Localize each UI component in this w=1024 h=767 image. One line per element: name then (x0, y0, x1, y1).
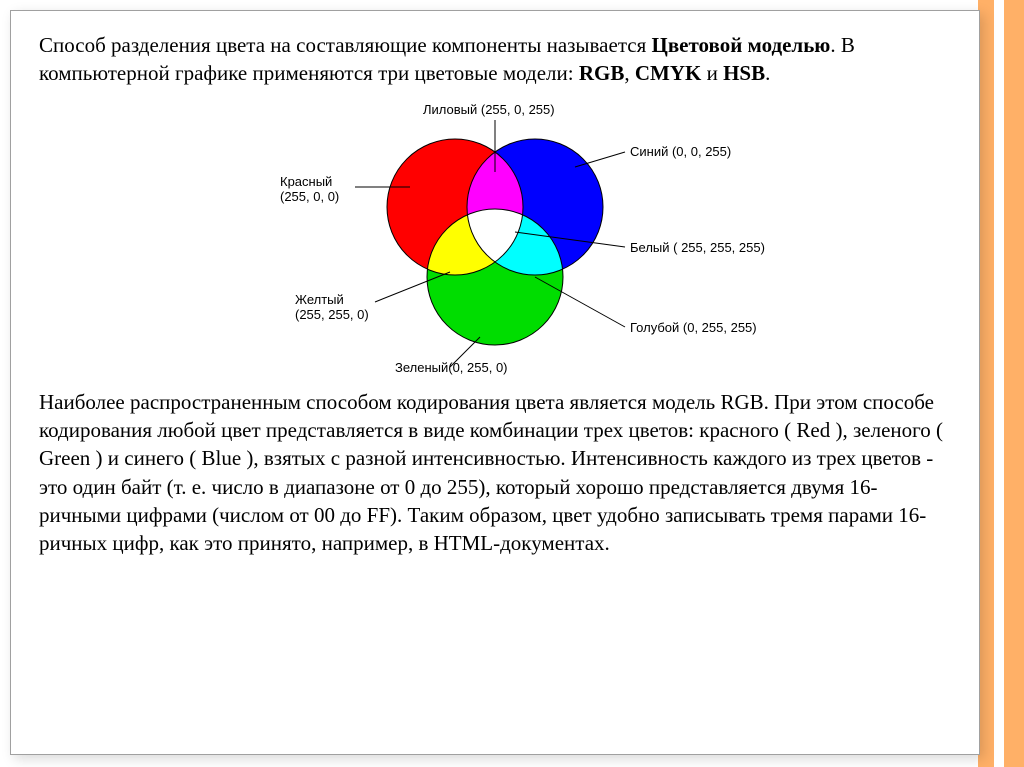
label-green: Зеленый(0, 255, 0) (395, 360, 508, 376)
accent-gap (994, 0, 1004, 767)
paragraph-2: Наиболее распространенным способом кодир… (39, 388, 951, 558)
label-cyan: Голубой (0, 255, 255) (630, 320, 757, 336)
label-yellow-1: Желтый (295, 292, 344, 308)
label-red-2: (255, 0, 0) (280, 189, 339, 205)
venn-svg (225, 92, 765, 382)
accent-bar-2 (1004, 0, 1024, 767)
p1-bold4: HSB (723, 61, 765, 85)
p1-bold2: RGB (579, 61, 625, 85)
p1-part1: Способ разделения цвета на составляющие … (39, 33, 652, 57)
paragraph-1: Способ разделения цвета на составляющие … (39, 31, 951, 88)
accent-bar-1 (978, 0, 994, 767)
label-white: Белый ( 255, 255, 255) (630, 240, 765, 256)
p1-sep1: , (624, 61, 635, 85)
label-yellow-2: (255, 255, 0) (295, 307, 369, 323)
label-red-1: Красный (280, 174, 332, 190)
venn-diagram-wrap: Лиловый (255, 0, 255) Синий (0, 0, 255) … (39, 92, 951, 382)
label-magenta: Лиловый (255, 0, 255) (423, 102, 555, 118)
p1-bold3: CMYK (635, 61, 702, 85)
right-accent-bars (978, 0, 1024, 767)
venn-diagram: Лиловый (255, 0, 255) Синий (0, 0, 255) … (225, 92, 765, 382)
p1-bold1: Цветовой моделью (652, 33, 831, 57)
label-blue: Синий (0, 0, 255) (630, 144, 731, 160)
slide: Способ разделения цвета на составляющие … (0, 0, 1024, 767)
p1-sep2: и (701, 61, 723, 85)
p1-end: . (765, 61, 770, 85)
slide-content: Способ разделения цвета на составляющие … (10, 10, 980, 755)
